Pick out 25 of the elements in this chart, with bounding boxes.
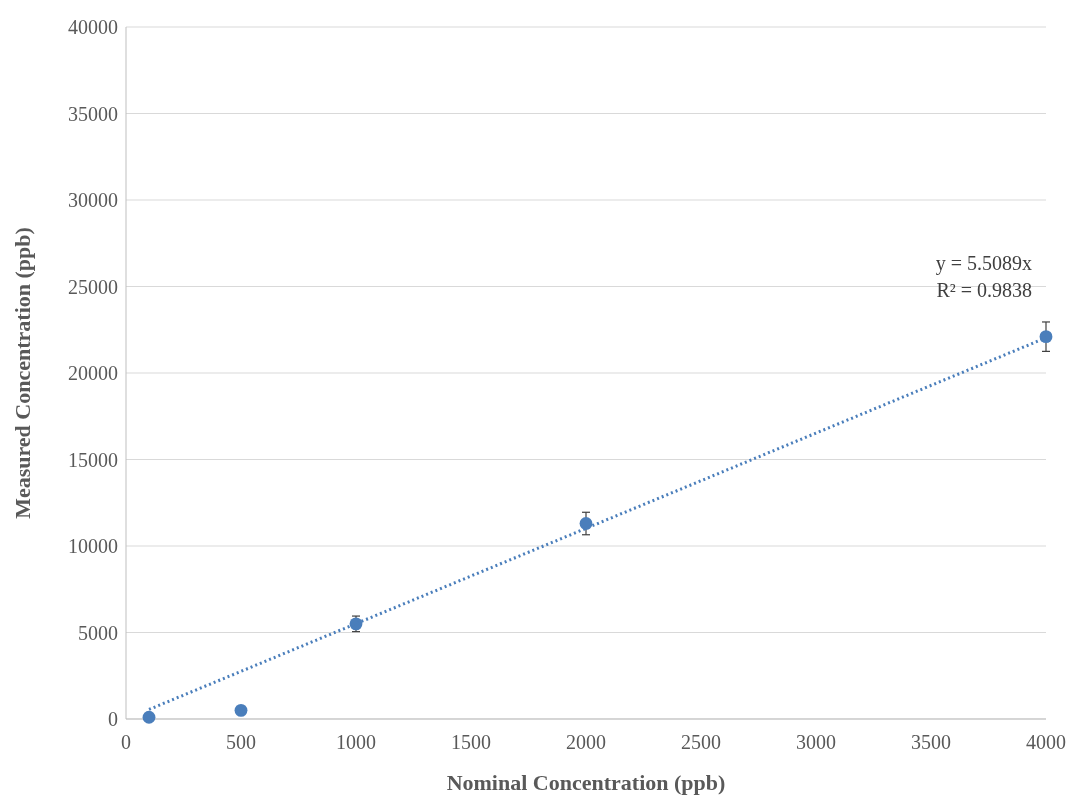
- x-tick-label: 2500: [681, 731, 721, 753]
- x-tick-label: 3500: [911, 731, 951, 753]
- x-tick-label: 4000: [1026, 731, 1066, 753]
- x-tick-label: 3000: [796, 731, 836, 753]
- y-tick-label: 40000: [68, 16, 118, 38]
- y-tick-label: 10000: [68, 535, 118, 557]
- point: [234, 703, 248, 717]
- y-axis-title: Measured Concentration (ppb): [10, 227, 35, 519]
- y-tick-label: 0: [108, 708, 118, 730]
- y-tick-label: 35000: [68, 102, 118, 125]
- annotation: y = 5.5089x: [935, 251, 1032, 275]
- point: [142, 710, 156, 724]
- y-tick-label: 15000: [68, 448, 118, 471]
- y-tick-label: 30000: [68, 189, 118, 211]
- point: [1039, 330, 1053, 344]
- x-tick-label: 2000: [566, 731, 606, 753]
- y-tick-label: 5000: [78, 621, 118, 644]
- x-tick-label: 500: [226, 731, 256, 753]
- x-tick-label: 1000: [336, 731, 376, 753]
- point: [579, 517, 593, 530]
- annotation: R² = 0.9838: [936, 278, 1032, 301]
- y-tick-label: 25000: [68, 275, 118, 298]
- y-tick-label: 20000: [68, 362, 118, 384]
- x-axis-title: Nominal Concentration (ppb): [446, 770, 726, 795]
- x-tick-label: 1500: [451, 731, 491, 753]
